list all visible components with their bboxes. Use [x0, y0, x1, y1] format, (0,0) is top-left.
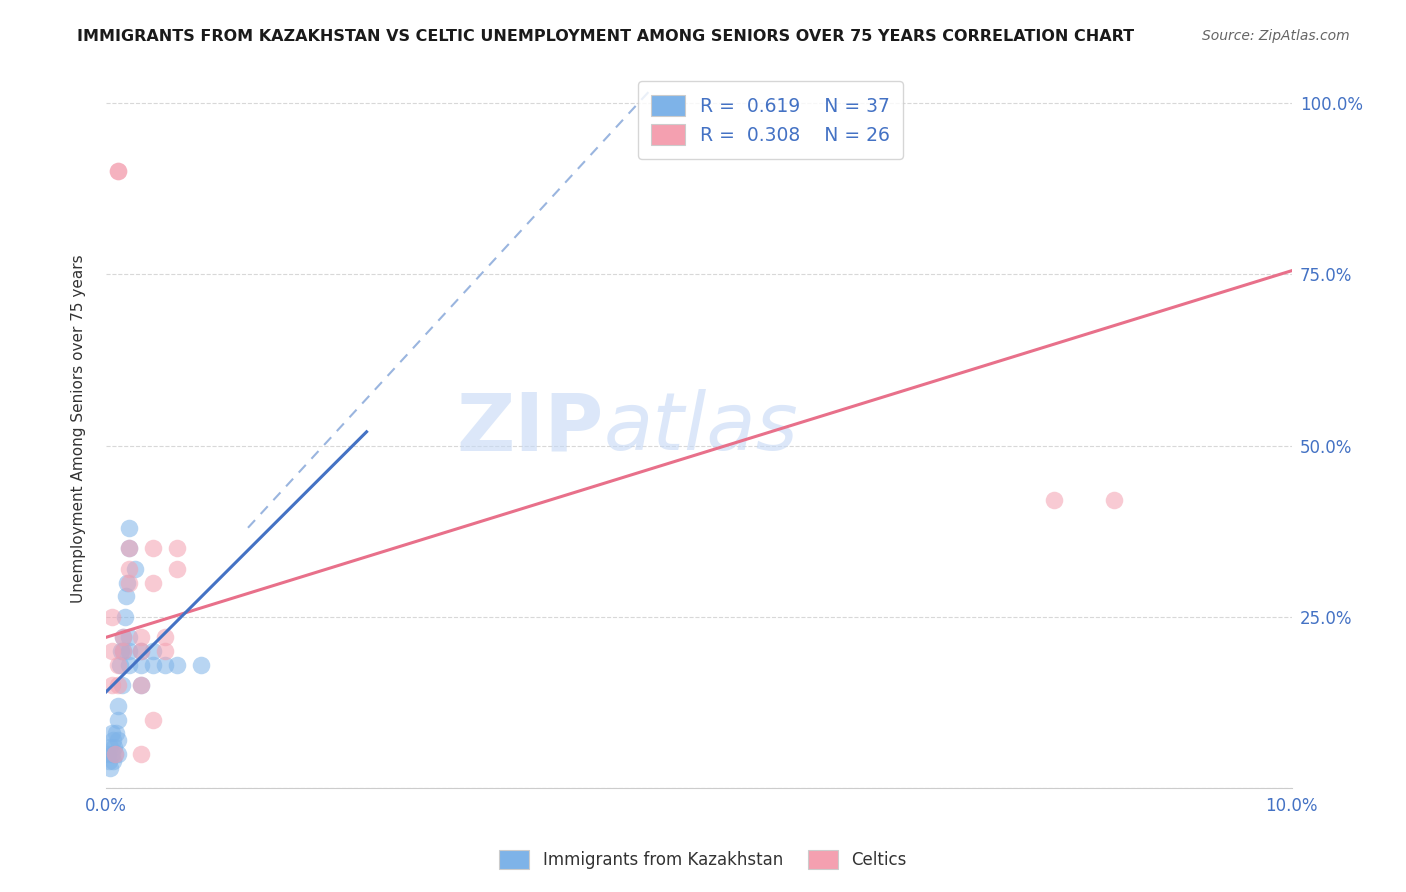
Point	[190, 657, 212, 672]
Point	[104, 747, 127, 761]
Point	[118, 631, 141, 645]
Legend: R =  0.619    N = 37, R =  0.308    N = 26: R = 0.619 N = 37, R = 0.308 N = 26	[638, 81, 903, 159]
Point	[104, 747, 127, 761]
Point	[118, 521, 141, 535]
Point	[110, 644, 132, 658]
Point	[112, 631, 135, 645]
Point	[107, 713, 129, 727]
Point	[107, 747, 129, 761]
Text: Source: ZipAtlas.com: Source: ZipAtlas.com	[1202, 29, 1350, 43]
Point	[129, 678, 152, 692]
Point	[107, 164, 129, 178]
Point	[97, 747, 120, 761]
Point	[112, 644, 135, 658]
Point	[1102, 493, 1125, 508]
Legend: Immigrants from Kazakhstan, Celtics: Immigrants from Kazakhstan, Celtics	[489, 840, 917, 880]
Point	[129, 657, 152, 672]
Point	[124, 562, 146, 576]
Point	[105, 726, 128, 740]
Point	[100, 747, 122, 761]
Y-axis label: Unemployment Among Seniors over 75 years: Unemployment Among Seniors over 75 years	[72, 254, 86, 603]
Point	[129, 644, 152, 658]
Point	[100, 678, 122, 692]
Point	[112, 644, 135, 658]
Point	[166, 562, 188, 576]
Point	[166, 657, 188, 672]
Point	[129, 678, 152, 692]
Point	[142, 713, 165, 727]
Point	[115, 575, 138, 590]
Point	[100, 740, 122, 755]
Point	[142, 657, 165, 672]
Point	[100, 610, 122, 624]
Point	[142, 575, 165, 590]
Point	[118, 541, 141, 556]
Point	[153, 631, 176, 645]
Point	[153, 644, 176, 658]
Point	[101, 754, 124, 768]
Point	[108, 657, 131, 672]
Point	[142, 541, 165, 556]
Text: ZIP: ZIP	[457, 390, 603, 467]
Point	[129, 631, 152, 645]
Point	[118, 541, 141, 556]
Point	[118, 657, 141, 672]
Point	[118, 562, 141, 576]
Point	[103, 740, 125, 755]
Point	[98, 754, 121, 768]
Point	[112, 631, 135, 645]
Point	[153, 657, 176, 672]
Point	[118, 644, 141, 658]
Point	[129, 747, 152, 761]
Point	[118, 575, 141, 590]
Point	[129, 644, 152, 658]
Text: atlas: atlas	[603, 390, 799, 467]
Point	[100, 761, 122, 775]
Point	[166, 541, 188, 556]
Point	[107, 698, 129, 713]
Point	[107, 657, 129, 672]
Text: IMMIGRANTS FROM KAZAKHSTAN VS CELTIC UNEMPLOYMENT AMONG SENIORS OVER 75 YEARS CO: IMMIGRANTS FROM KAZAKHSTAN VS CELTIC UNE…	[77, 29, 1135, 44]
Point	[107, 678, 129, 692]
Point	[115, 590, 138, 604]
Point	[111, 678, 134, 692]
Point	[107, 733, 129, 747]
Point	[100, 726, 122, 740]
Point	[114, 610, 136, 624]
Point	[101, 733, 124, 747]
Point	[107, 164, 129, 178]
Point	[142, 644, 165, 658]
Point	[100, 644, 122, 658]
Point	[1043, 493, 1066, 508]
